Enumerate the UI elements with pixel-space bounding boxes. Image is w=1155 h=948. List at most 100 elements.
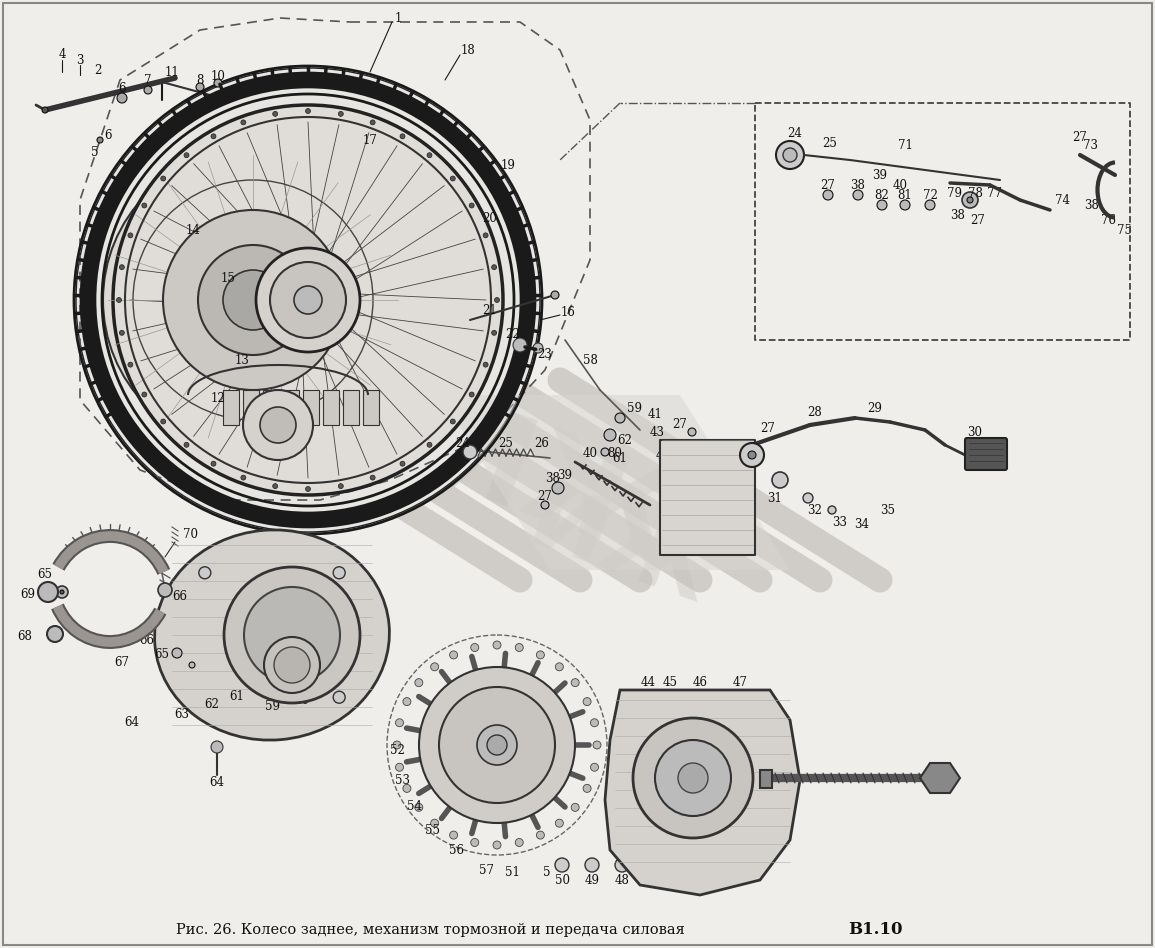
Circle shape: [450, 176, 455, 181]
Text: Рис. 26. Колесо заднее, механизм тормозной и передача силовая: Рис. 26. Колесо заднее, механизм тормозн…: [176, 923, 685, 937]
Circle shape: [471, 644, 479, 651]
Bar: [303, 390, 319, 425]
Text: 44: 44: [641, 677, 656, 689]
Text: 79: 79: [947, 187, 962, 199]
Text: 58: 58: [329, 609, 344, 622]
Text: 1: 1: [394, 11, 402, 25]
Circle shape: [163, 210, 343, 390]
Text: 49: 49: [584, 873, 599, 886]
Text: 18: 18: [461, 44, 476, 57]
Text: 21: 21: [483, 303, 498, 317]
Circle shape: [211, 461, 216, 466]
Text: 69: 69: [21, 588, 36, 600]
Text: 63: 63: [174, 708, 189, 721]
Circle shape: [395, 719, 403, 727]
Text: 53: 53: [395, 774, 410, 787]
Text: 61: 61: [612, 451, 627, 465]
Circle shape: [493, 641, 501, 649]
Circle shape: [42, 107, 49, 113]
Circle shape: [678, 763, 708, 793]
Text: 12: 12: [210, 392, 225, 405]
Circle shape: [551, 291, 559, 299]
Circle shape: [393, 741, 401, 749]
Circle shape: [395, 763, 403, 772]
Text: 2: 2: [95, 64, 102, 77]
Text: 11: 11: [165, 65, 179, 79]
Circle shape: [584, 858, 599, 872]
Circle shape: [508, 770, 524, 786]
Text: 39: 39: [872, 169, 887, 181]
Circle shape: [450, 737, 467, 753]
Circle shape: [740, 443, 763, 467]
Circle shape: [119, 264, 125, 269]
Circle shape: [604, 429, 616, 441]
Circle shape: [688, 428, 696, 436]
Text: 78: 78: [968, 187, 983, 199]
Text: 62: 62: [204, 699, 219, 712]
Circle shape: [97, 137, 103, 143]
Circle shape: [184, 153, 189, 157]
Text: 25: 25: [822, 137, 837, 150]
Circle shape: [400, 134, 405, 138]
Circle shape: [492, 330, 497, 336]
Text: 8: 8: [196, 74, 203, 86]
Circle shape: [161, 419, 165, 424]
Text: 46: 46: [693, 677, 708, 689]
Text: 45: 45: [663, 677, 678, 689]
Text: 47: 47: [732, 677, 747, 689]
Text: 26: 26: [535, 436, 550, 449]
Circle shape: [256, 248, 360, 352]
Text: 60: 60: [295, 694, 310, 706]
Bar: [283, 390, 299, 425]
Circle shape: [270, 262, 346, 338]
Circle shape: [803, 493, 813, 503]
Circle shape: [38, 582, 58, 602]
Text: B1.10: B1.10: [848, 921, 902, 939]
Circle shape: [184, 443, 189, 447]
Circle shape: [463, 445, 477, 459]
Polygon shape: [440, 395, 790, 570]
Bar: [263, 390, 280, 425]
Circle shape: [117, 298, 121, 302]
Circle shape: [601, 448, 609, 456]
Circle shape: [273, 483, 277, 488]
Text: 29: 29: [867, 402, 882, 414]
Circle shape: [471, 838, 479, 847]
Circle shape: [614, 413, 625, 423]
Circle shape: [403, 698, 411, 705]
Text: 34: 34: [855, 519, 870, 532]
Circle shape: [415, 803, 423, 811]
Circle shape: [556, 858, 569, 872]
Circle shape: [614, 858, 629, 872]
Circle shape: [403, 784, 411, 793]
Text: 20: 20: [483, 211, 498, 225]
Text: 37: 37: [702, 473, 717, 486]
Circle shape: [532, 343, 543, 353]
Text: 77: 77: [988, 187, 1003, 199]
Circle shape: [142, 203, 147, 208]
Circle shape: [214, 79, 222, 87]
Circle shape: [55, 586, 68, 598]
Circle shape: [117, 93, 127, 103]
Circle shape: [633, 718, 753, 838]
Text: 38: 38: [1085, 198, 1100, 211]
Bar: [660, 440, 755, 555]
Circle shape: [415, 679, 423, 686]
Bar: [760, 770, 772, 788]
Circle shape: [198, 245, 308, 355]
Text: 55: 55: [425, 824, 440, 836]
Text: 64: 64: [209, 776, 224, 790]
Text: 6: 6: [118, 82, 126, 95]
Text: 59: 59: [627, 402, 642, 414]
Circle shape: [536, 831, 544, 839]
Circle shape: [427, 443, 432, 447]
Circle shape: [483, 362, 489, 367]
Circle shape: [211, 741, 223, 753]
Text: 58: 58: [582, 354, 597, 367]
Circle shape: [556, 819, 564, 828]
Text: 72: 72: [923, 189, 938, 202]
Text: 10: 10: [210, 69, 225, 82]
Text: 80: 80: [608, 447, 623, 460]
Text: 13: 13: [234, 354, 249, 367]
Circle shape: [824, 190, 833, 200]
